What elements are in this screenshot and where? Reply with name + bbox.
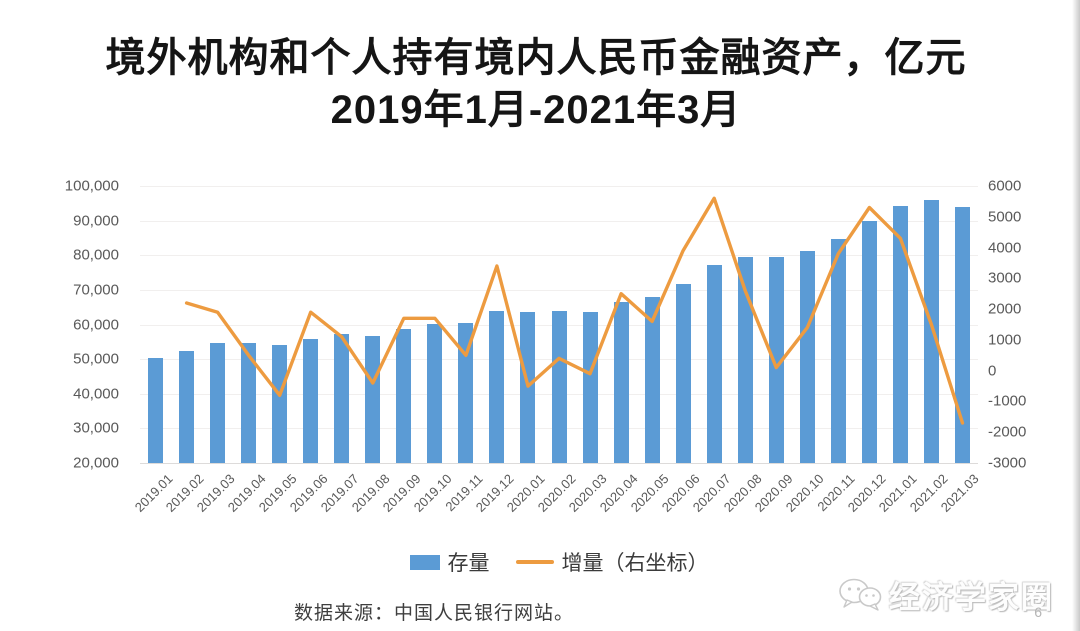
gridline-100000: [140, 186, 978, 187]
right-axis-tick--3000: -3000: [988, 454, 1027, 472]
data-source-note: 数据来源：中国人民银行网站。: [294, 603, 575, 624]
bar-2020.10: [799, 251, 815, 463]
bar-2019.08: [365, 335, 381, 463]
bar-2019.07: [334, 334, 350, 463]
bar-series-swatch: [409, 554, 440, 570]
gridline-90000: [140, 220, 978, 222]
bar-2019.02: [179, 350, 195, 463]
bar-2019.12: [489, 310, 505, 463]
left-axis-tick-20,000: 20,000: [73, 454, 119, 472]
right-axis-tick-2000: 2000: [988, 300, 1022, 318]
left-axis-tick-60,000: 60,000: [73, 316, 119, 333]
right-edge-strip: [1072, 0, 1080, 631]
right-axis-tick-6000: 6000: [988, 177, 1022, 195]
left-axis-tick-70,000: 70,000: [73, 281, 119, 299]
left-axis-tick-80,000: 80,000: [73, 246, 119, 264]
legend-label-increment: 增量（右坐标）: [561, 552, 709, 575]
bar-2020.04: [613, 301, 629, 463]
right-axis-tick--2000: -2000: [988, 423, 1027, 441]
bar-2019.11: [458, 322, 474, 463]
chart-title: 境外机构和个人持有境内人民币金融资产，亿元 2019年1月-2021年3月: [0, 32, 1072, 136]
left-axis-tick-40,000: 40,000: [73, 385, 119, 403]
watermark-text: 经济学家圈: [889, 580, 1054, 615]
bar-2020.05: [644, 297, 660, 463]
right-axis-tick--1000: -1000: [988, 392, 1027, 410]
chart-title-line1: 境外机构和个人持有境内人民币金融资产，亿元: [105, 36, 967, 80]
bar-2019.01: [148, 358, 164, 463]
bar-2020.08: [737, 256, 753, 463]
page-number: 6: [1034, 604, 1042, 620]
legend-item-increment: 增量（右坐标）: [515, 547, 709, 577]
legend-item-stock: 存量: [409, 547, 490, 577]
bar-2020.07: [706, 264, 722, 463]
legend: 存量 增量（右坐标）: [140, 545, 978, 579]
right-axis-tick-0: 0: [988, 362, 997, 380]
bar-2020.02: [551, 310, 567, 463]
bar-2019.10: [427, 323, 443, 463]
bar-2021.01: [892, 206, 908, 463]
gridline-80000: [140, 255, 978, 257]
bar-2021.03: [954, 207, 970, 463]
left-axis-tick-30,000: 30,000: [73, 419, 119, 437]
gridline-70000: [140, 289, 978, 291]
combo-chart: 100,000 90,000 80,000 70,000 60,000 50,000 40,…: [0, 170, 1080, 560]
right-axis-tick-3000: 3000: [988, 269, 1022, 287]
wechat-icon: [839, 578, 882, 611]
watermark: 经济学家圈: [837, 572, 1054, 617]
gridline-20000: [140, 463, 978, 464]
left-axis-tick-90,000: 90,000: [73, 212, 119, 230]
bar-2020.11: [830, 238, 846, 463]
right-axis-tick-4000: 4000: [988, 239, 1022, 257]
bar-2019.04: [241, 342, 257, 463]
right-axis-tick-1000: 1000: [988, 331, 1022, 349]
bar-2019.06: [303, 339, 319, 463]
line-series-layer: [184, 196, 965, 425]
legend-label-stock: 存量: [447, 552, 490, 575]
bar-2019.09: [396, 329, 412, 463]
left-axis-tick-100,000: 100,000: [64, 177, 119, 195]
bar-2019.03: [210, 343, 226, 463]
bar-2020.09: [768, 256, 784, 463]
bar-2019.05: [272, 345, 288, 463]
increment-line: [184, 196, 965, 425]
bar-2020.12: [861, 220, 877, 463]
right-axis-tick-5000: 5000: [988, 208, 1022, 226]
bar-2020.03: [582, 312, 598, 463]
chart-title-line2: 2019年1月-2021年3月: [330, 88, 742, 132]
left-axis-tick-50,000: 50,000: [73, 350, 119, 368]
bar-2020.06: [675, 283, 691, 463]
line-series-swatch: [515, 560, 554, 564]
bar-2021.02: [923, 200, 939, 463]
